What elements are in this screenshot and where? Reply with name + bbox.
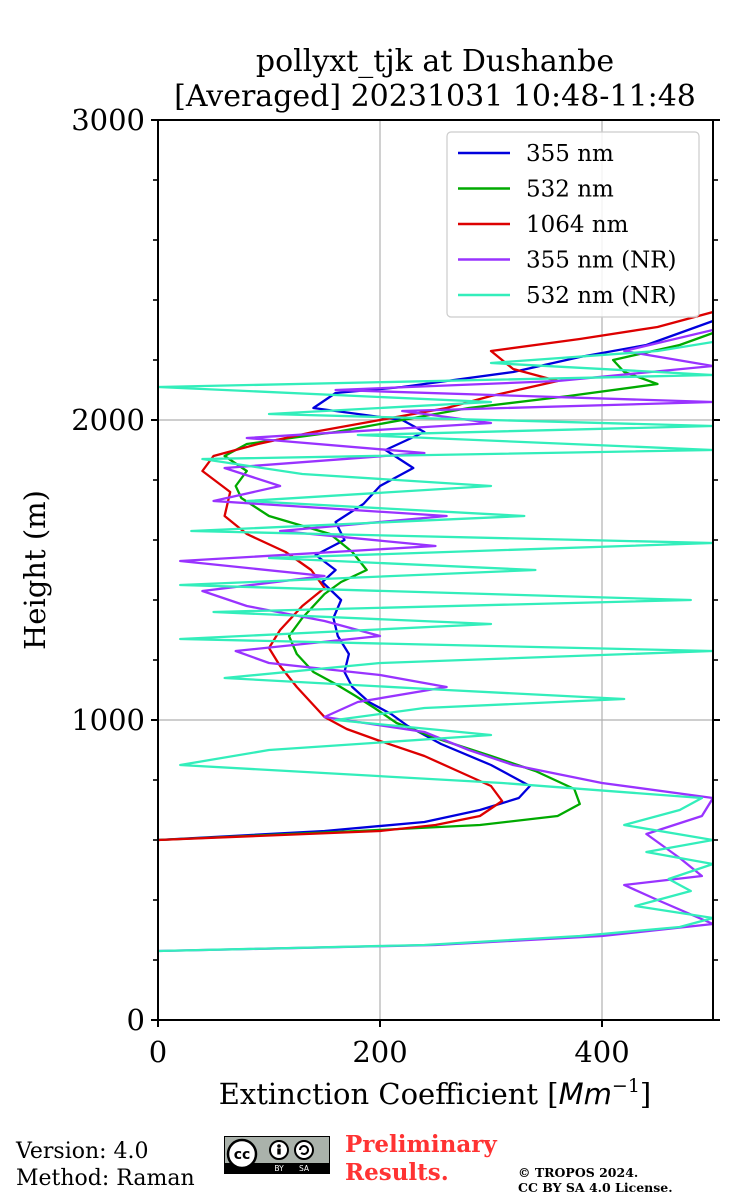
copyright-line-2: CC BY SA 4.0 License. (518, 1180, 673, 1195)
axis-ticks: 0 200 400 0 1000 2000 3000 (71, 103, 720, 1069)
y-axis-label: Height (m) (18, 490, 52, 650)
legend-label: 532 nm (526, 177, 614, 203)
cc-by-label: BY (274, 1164, 284, 1173)
cc-icon-text: cc (234, 1147, 251, 1163)
cc-icon (226, 1138, 258, 1170)
chart-subtitle: [Averaged] 20231031 10:48-11:48 (174, 79, 696, 114)
preliminary-results-notice: Preliminary Results. (345, 1131, 497, 1187)
x-axis-label-unit: Mm (559, 1077, 612, 1111)
series-line-532-nm-nr (158, 340, 713, 953)
chart-title: pollyxt_tjk at Dushanbe (256, 44, 614, 79)
legend: 355 nm 532 nm 1064 nm 355 nm (NR) 532 nm (NR… (446, 131, 700, 318)
y-tick-label: 0 (127, 1003, 145, 1037)
footer-info: Version: 4.0 Method: Raman (16, 1138, 195, 1192)
legend-label: 532 nm (NR) (526, 283, 677, 309)
y-tick-label: 3000 (71, 103, 145, 137)
x-tick-label: 400 (574, 1035, 629, 1069)
legend-box (446, 131, 700, 318)
prelim-line-2: Results. (345, 1159, 449, 1186)
plot-frame (157, 119, 714, 1021)
x-tick-label: 200 (352, 1035, 407, 1069)
copyright-line-1: © TROPOS 2024. (518, 1165, 639, 1180)
y-tick-label: 1000 (71, 703, 145, 737)
x-axis-label: Extinction Coefficient [Mm−1] (219, 1075, 652, 1111)
legend-label: 355 nm (526, 141, 614, 167)
sa-icon (294, 1140, 314, 1160)
legend-label: 1064 nm (526, 212, 629, 238)
x-axis-label-suffix: ] (640, 1077, 651, 1111)
legend-label: 355 nm (NR) (526, 248, 677, 274)
x-axis-label-prefix: Extinction Coefficient [ (219, 1077, 559, 1111)
copyright-notice: © TROPOS 2024. CC BY SA 4.0 License. (518, 1165, 673, 1195)
method-text: Method: Raman (16, 1166, 195, 1191)
cc-sa-label: SA (299, 1164, 310, 1173)
x-tick-label: 0 (149, 1035, 167, 1069)
version-text: Version: 4.0 (16, 1139, 149, 1164)
series-layer (158, 310, 713, 953)
x-axis-label-exponent: −1 (612, 1075, 640, 1097)
prelim-line-1: Preliminary (345, 1131, 497, 1158)
y-tick-label: 2000 (71, 403, 145, 437)
cc-by-sa-license-badge: cc BY SA (224, 1136, 330, 1174)
